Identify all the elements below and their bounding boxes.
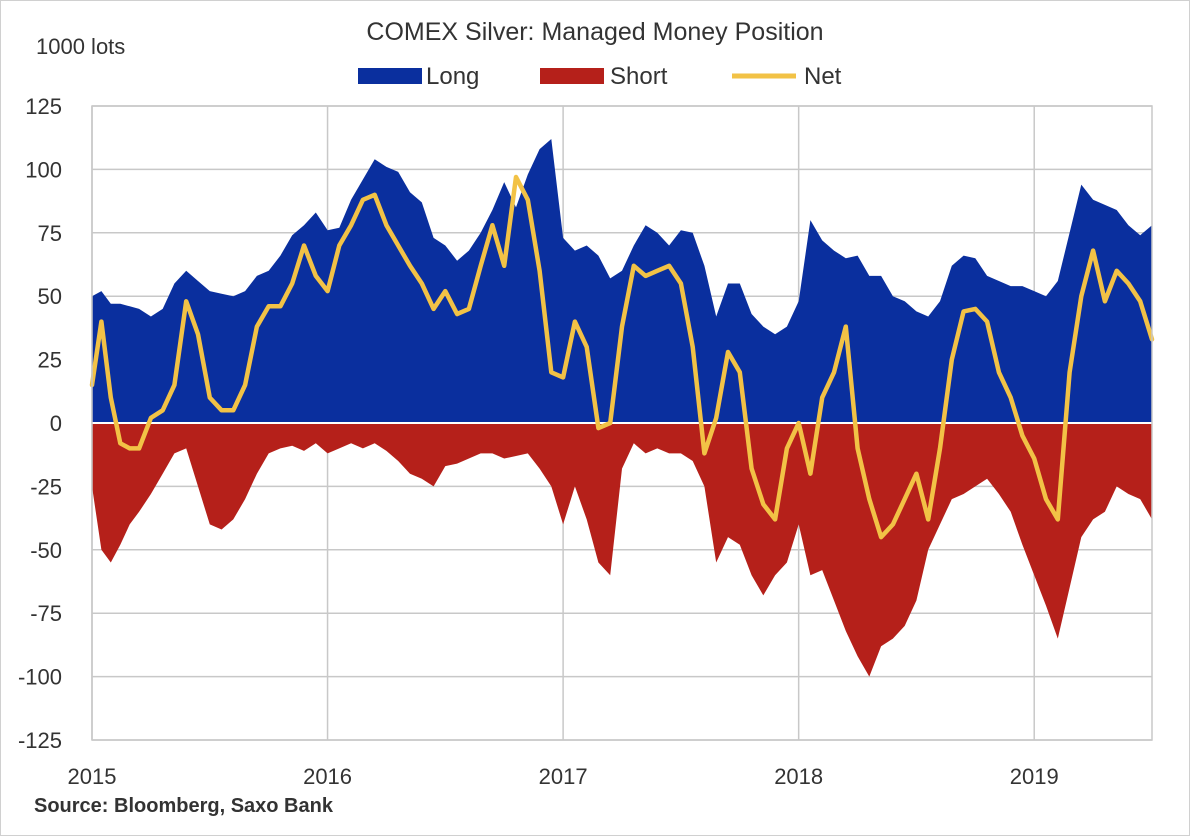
legend-swatch-short <box>540 68 604 84</box>
y-tick-label: 125 <box>25 94 62 119</box>
y-tick-label: 50 <box>38 284 62 309</box>
x-tick-label: 2016 <box>303 764 352 789</box>
unit-label: 1000 lots <box>36 34 125 59</box>
y-tick-label: -75 <box>30 601 62 626</box>
legend-label-net: Net <box>804 63 842 90</box>
y-tick-label: -100 <box>18 665 62 690</box>
legend-label-long: Long <box>426 63 479 90</box>
plot-area <box>89 139 1155 677</box>
source-note: Source: Bloomberg, Saxo Bank <box>34 795 334 817</box>
series-short-area <box>92 423 1152 677</box>
y-tick-label: -50 <box>30 538 62 563</box>
x-tick-label: 2017 <box>539 764 588 789</box>
y-tick-label: 25 <box>38 348 62 373</box>
y-tick-label: -125 <box>18 728 62 753</box>
x-tick-label: 2018 <box>774 764 823 789</box>
legend-label-short: Short <box>610 63 668 90</box>
plot-border <box>91 105 1153 741</box>
x-tick-label: 2015 <box>68 764 117 789</box>
y-tick-label: -25 <box>30 474 62 499</box>
y-tick-label: 100 <box>25 157 62 182</box>
x-tick-label: 2019 <box>1010 764 1059 789</box>
series-net-line <box>89 174 1155 540</box>
legend: Long Short Net <box>358 63 842 90</box>
chart-title: COMEX Silver: Managed Money Position <box>366 18 823 46</box>
y-tick-label: 75 <box>38 221 62 246</box>
y-tick-label: 0 <box>50 411 62 436</box>
legend-swatch-long <box>358 68 422 84</box>
